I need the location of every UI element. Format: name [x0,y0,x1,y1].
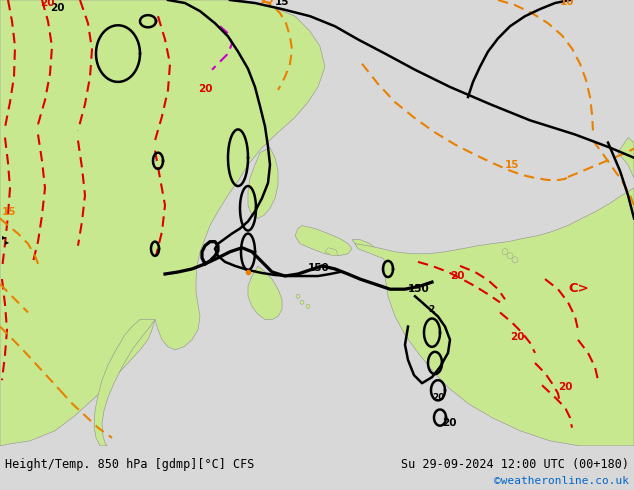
Circle shape [394,271,399,276]
Text: 20: 20 [558,382,573,392]
Polygon shape [295,225,352,256]
Text: 20: 20 [50,3,65,13]
Circle shape [507,253,513,259]
Text: 20: 20 [40,0,55,8]
Text: 150: 150 [408,284,430,294]
Text: 15: 15 [2,207,16,218]
Text: 20: 20 [450,271,465,281]
Polygon shape [0,0,325,446]
Polygon shape [352,240,375,252]
Text: 20: 20 [198,84,212,94]
Text: 10: 10 [560,0,574,7]
Text: 150: 150 [308,263,330,273]
Circle shape [296,294,300,298]
Text: Su 29-09-2024 12:00 UTC (00+180): Su 29-09-2024 12:00 UTC (00+180) [401,458,629,471]
Circle shape [385,256,391,261]
Polygon shape [355,188,634,446]
Text: 2: 2 [428,305,434,315]
Polygon shape [325,248,338,256]
Text: ©weatheronline.co.uk: ©weatheronline.co.uk [494,476,629,486]
Polygon shape [618,138,634,178]
Text: 20: 20 [510,332,524,342]
Circle shape [401,288,406,293]
Text: 20: 20 [442,417,456,428]
Circle shape [398,280,403,285]
Circle shape [512,257,518,263]
Text: 20: 20 [432,393,444,402]
Polygon shape [94,319,155,446]
Text: Height/Temp. 850 hPa [gdmp][°C] CFS: Height/Temp. 850 hPa [gdmp][°C] CFS [5,458,254,471]
Text: 15: 15 [275,0,290,7]
Circle shape [389,264,394,269]
Text: ▸: ▸ [5,237,10,245]
Text: C>: C> [568,282,589,295]
Polygon shape [248,266,282,319]
Text: 15: 15 [260,0,275,5]
Text: ▸: ▸ [2,232,6,241]
Circle shape [502,249,508,255]
Polygon shape [248,147,278,219]
Circle shape [306,304,310,308]
Circle shape [300,300,304,304]
Text: 15: 15 [505,160,519,170]
